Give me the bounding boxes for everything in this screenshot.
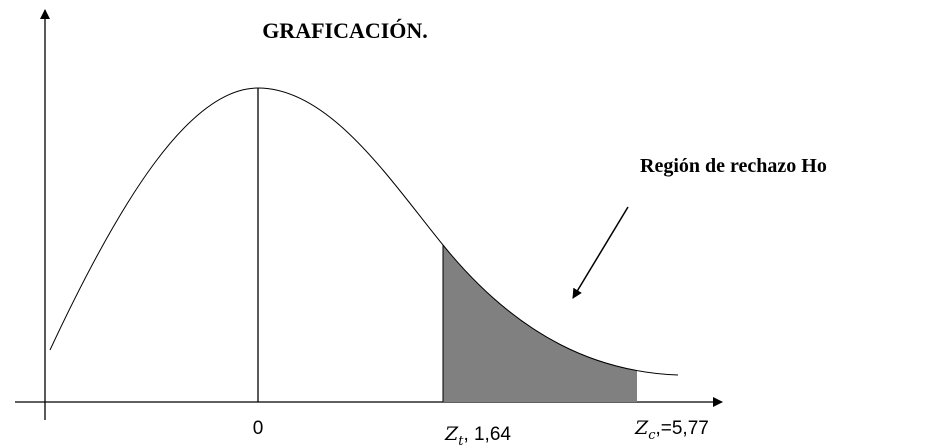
title: GRAFICACIÓN.: [262, 18, 428, 43]
symbol: Z: [634, 417, 649, 439]
critical-calc-label: Zc,=5,77: [634, 417, 709, 443]
annotation: Región de rechazo Ho: [640, 155, 827, 177]
center-label: 0: [253, 418, 264, 439]
value: ,=5,77: [655, 418, 708, 439]
rejection-region: [443, 245, 637, 402]
subscript: c: [648, 428, 656, 443]
subscript: t: [458, 434, 464, 448]
symbol: Z: [444, 423, 459, 445]
value: , 1,64: [463, 424, 511, 445]
normal-curve: [49, 87, 679, 376]
critical-table-label: Zt, 1,64: [444, 423, 511, 448]
pointer-arrow: [572, 206, 629, 299]
